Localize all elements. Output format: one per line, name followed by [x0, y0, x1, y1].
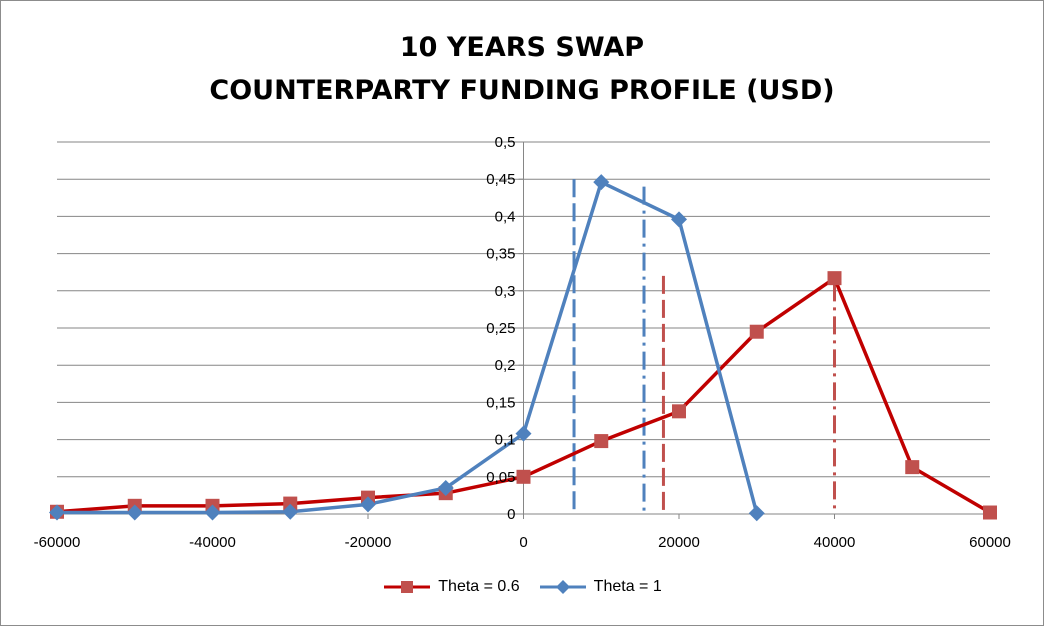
- x-tick-label: -60000: [34, 534, 81, 551]
- y-tick-label: 0,4: [495, 208, 516, 225]
- legend-label-theta-06: Theta = 0.6: [438, 578, 520, 595]
- y-tick-label: 0,5: [495, 134, 516, 151]
- y-tick-label: 0,2: [495, 357, 516, 374]
- data-point-theta-1: [360, 496, 376, 513]
- data-point-theta-06: [672, 404, 686, 419]
- x-tick-label: 40000: [814, 534, 856, 551]
- x-tick-label: 60000: [969, 534, 1011, 551]
- y-tick-label: 0: [507, 506, 515, 523]
- x-tick-label: 0: [519, 534, 527, 551]
- data-point-theta-1: [437, 479, 454, 496]
- x-tick-label: -20000: [345, 534, 392, 551]
- legend-label-theta-1: Theta = 1: [593, 578, 662, 595]
- data-point-theta-1: [204, 504, 221, 521]
- data-point-theta-06: [905, 460, 920, 475]
- data-point-theta-06: [983, 505, 997, 520]
- data-point-theta-1: [671, 211, 687, 228]
- legend-swatch-theta-06: [384, 581, 431, 593]
- chart-title-line-1: 10 YEARS SWAP: [399, 32, 645, 63]
- x-tick-label: -40000: [189, 534, 236, 551]
- y-tick-label: 0,3: [495, 283, 516, 300]
- legend-item-theta-1: Theta = 1: [538, 578, 662, 596]
- data-point-theta-1: [282, 503, 299, 520]
- data-point-theta-1: [49, 504, 65, 521]
- series-line-theta-1: [57, 180, 759, 515]
- y-tick-label: 0,15: [486, 394, 515, 411]
- legend-swatch-theta-1: [539, 580, 586, 594]
- data-point-theta-1: [593, 174, 610, 191]
- y-tick-label: 0,1: [495, 432, 516, 449]
- y-tick-label: 0,45: [486, 171, 515, 188]
- legend-item-theta-06: Theta = 0.6: [382, 578, 520, 596]
- data-point-theta-1: [748, 505, 765, 522]
- data-point-theta-06: [594, 434, 609, 449]
- data-point-theta-06: [827, 271, 842, 286]
- y-tick-label: 0,25: [486, 320, 515, 337]
- y-tick-label: 0,35: [486, 246, 515, 263]
- data-point-theta-1: [126, 504, 143, 521]
- x-tick-label: 20000: [658, 534, 700, 551]
- data-point-theta-1: [515, 425, 532, 442]
- chart-title-line-2: COUNTERPARTY FUNDING PROFILE (USD): [209, 75, 835, 106]
- data-point-theta-06: [749, 324, 764, 339]
- data-point-theta-06: [283, 496, 298, 511]
- data-point-theta-06: [516, 469, 531, 484]
- chart-legend: Theta = 0.6 Theta = 1: [0, 578, 1044, 596]
- y-tick-label: 0,05: [486, 469, 515, 486]
